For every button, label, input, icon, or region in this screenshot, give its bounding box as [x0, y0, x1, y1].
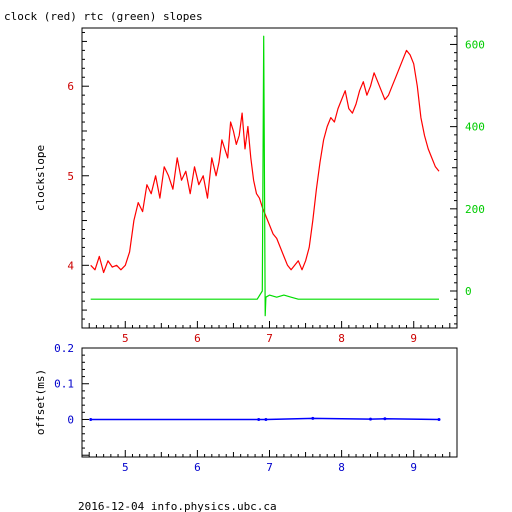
- top-plot: 5 6 7 8 9 4 5 6 0 200 400 600 clockslope: [34, 27, 485, 345]
- offset-point: [383, 417, 387, 421]
- top-y2-tick-label: 400: [465, 121, 485, 134]
- bottom-x-tick-label: 8: [338, 461, 345, 474]
- top-y2-tick-label: 600: [465, 38, 485, 51]
- offset-point: [257, 418, 261, 421]
- top-y-axis-right: 0 200 400 600: [450, 35, 485, 325]
- top-y-label: clockslope: [34, 145, 47, 211]
- offset-point: [437, 418, 441, 421]
- bottom-y-tick-label: 0: [67, 413, 74, 426]
- bottom-plot: 5 6 7 8 9 0 0.1 0.2 offset(ms): [34, 342, 458, 474]
- top-series: [90, 35, 440, 317]
- offset-point: [264, 418, 268, 421]
- top-x-tick-label: 8: [338, 332, 345, 345]
- bottom-y-tick-label: 0.1: [54, 378, 74, 391]
- offset-point: [89, 418, 93, 421]
- top-y-tick-label: 5: [67, 170, 74, 183]
- top-x-tick-label: 7: [266, 332, 273, 345]
- top-x-tick-label: 5: [122, 332, 129, 345]
- chart-title: clock (red) rtc (green) slopes: [4, 10, 203, 23]
- bottom-x-tick-label: 5: [122, 461, 129, 474]
- rtc-slope-line: [90, 35, 439, 317]
- bottom-y-label: offset(ms): [34, 369, 47, 435]
- top-y-tick-label: 6: [67, 80, 74, 93]
- top-plot-frame: [81, 27, 458, 329]
- top-y-tick-label: 4: [67, 259, 74, 272]
- bottom-y-axis: 0 0.1 0.2: [54, 342, 89, 456]
- bottom-y-tick-label: 0.2: [54, 342, 74, 355]
- offset-point: [369, 417, 372, 421]
- clock-slope-line: [90, 49, 440, 274]
- top-y2-tick-label: 0: [465, 285, 472, 298]
- footer-credit: 2016-12-04 info.physics.ubc.ca: [78, 500, 277, 512]
- top-y-axis-left: 4 5 6: [67, 31, 89, 320]
- offset-point: [311, 416, 315, 420]
- bottom-x-tick-label: 6: [194, 461, 201, 474]
- top-x-tick-label: 9: [410, 332, 417, 345]
- bottom-x-tick-label: 9: [410, 461, 417, 474]
- top-x-tick-label: 6: [194, 332, 201, 345]
- top-y2-tick-label: 200: [465, 203, 485, 216]
- bottom-x-axis: 5 6 7 8 9: [88, 450, 451, 474]
- top-x-axis: 5 6 7 8 9: [88, 321, 451, 345]
- bottom-series: [89, 416, 441, 421]
- bottom-plot-frame: [81, 347, 458, 458]
- bottom-x-tick-label: 7: [266, 461, 273, 474]
